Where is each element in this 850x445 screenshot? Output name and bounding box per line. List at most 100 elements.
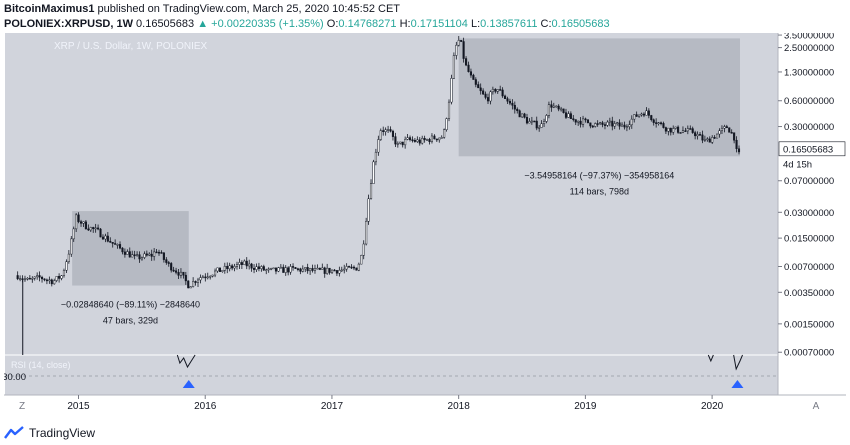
candle-body bbox=[77, 214, 80, 222]
last-price-marker bbox=[778, 141, 846, 157]
y-tick-label: 2.50000000 bbox=[784, 43, 834, 54]
candle-body bbox=[87, 228, 90, 231]
published-text: published on TradingView.com, March 25, … bbox=[94, 3, 401, 15]
candle-body bbox=[48, 279, 51, 282]
candle-body bbox=[296, 268, 299, 270]
candle-body bbox=[209, 275, 212, 278]
author-name[interactable]: BitcoinMaximus1 bbox=[4, 3, 95, 15]
rsi-line-segment bbox=[176, 354, 196, 369]
candle-body bbox=[238, 262, 241, 265]
candle-body bbox=[399, 141, 402, 144]
candle-body bbox=[550, 104, 553, 108]
candle-body bbox=[199, 277, 202, 281]
candle-body bbox=[484, 93, 487, 98]
candle-body bbox=[211, 274, 214, 277]
rsi-oversold-marker-1 bbox=[182, 380, 195, 388]
candle-body bbox=[716, 133, 719, 139]
candle-body bbox=[104, 235, 107, 240]
candle-body bbox=[552, 105, 555, 108]
candle-body bbox=[418, 139, 421, 144]
candle-body bbox=[584, 118, 587, 121]
candle-body bbox=[187, 280, 190, 289]
range-label-1: −0.02848640 (−89.11%) −2848640 bbox=[61, 300, 200, 310]
candle-body bbox=[116, 244, 119, 246]
candle-body bbox=[84, 221, 87, 230]
chart-watermark: XRP / U.S. Dollar, 1W, POLONIEX bbox=[54, 41, 208, 52]
candle-body bbox=[723, 126, 726, 129]
candle-body bbox=[479, 87, 482, 92]
candle-body bbox=[33, 276, 36, 279]
candle-body bbox=[304, 267, 307, 270]
candle-body bbox=[340, 269, 343, 272]
candle-body bbox=[226, 265, 229, 270]
candle-body bbox=[311, 268, 314, 271]
candle-body bbox=[511, 102, 514, 106]
candle-body bbox=[106, 235, 109, 242]
candle-body bbox=[206, 276, 209, 279]
candle-body bbox=[628, 124, 631, 127]
candle-body bbox=[111, 242, 114, 244]
candle-body bbox=[428, 139, 431, 142]
candle-body bbox=[569, 113, 572, 119]
candle-body bbox=[155, 251, 158, 254]
candle-body bbox=[547, 104, 550, 116]
candle-body bbox=[728, 127, 731, 133]
candle-body bbox=[348, 266, 351, 268]
ohlc-line: POLONIEX:XRPUSD, 1W 0.16505683 ▲ +0.0022… bbox=[4, 17, 846, 32]
candle-body bbox=[494, 88, 497, 92]
candle-body bbox=[404, 139, 407, 146]
candle-body bbox=[253, 267, 256, 270]
footer-brand[interactable]: TradingView bbox=[29, 426, 96, 440]
candle-body bbox=[455, 44, 458, 56]
rsi-pane-bg bbox=[5, 355, 778, 395]
candle-body bbox=[333, 269, 336, 272]
candle-body bbox=[109, 241, 112, 243]
candle-body bbox=[718, 130, 721, 135]
candle-body bbox=[516, 108, 519, 111]
candle-body bbox=[379, 130, 382, 140]
candle-body bbox=[426, 139, 429, 141]
candle-body bbox=[630, 118, 633, 126]
candle-body bbox=[606, 121, 609, 126]
candle-body bbox=[650, 115, 653, 120]
candle-body bbox=[287, 267, 290, 273]
candle-body bbox=[165, 259, 168, 263]
candle-body bbox=[384, 129, 387, 132]
candle-body bbox=[245, 260, 248, 267]
candle-body bbox=[633, 114, 636, 120]
candle-body bbox=[250, 263, 253, 269]
candle-body bbox=[396, 143, 399, 145]
candle-body bbox=[265, 269, 268, 272]
candle-body bbox=[389, 129, 392, 132]
price-chart[interactable]: XRP / U.S. Dollar, 1W, POLONIEX −0.028486… bbox=[4, 33, 846, 415]
countdown-bg bbox=[779, 156, 819, 171]
candle-body bbox=[231, 265, 234, 269]
candle-body bbox=[243, 260, 246, 265]
candle-body bbox=[118, 244, 122, 249]
candle-body bbox=[43, 278, 46, 281]
close-value: 0.16505683 bbox=[551, 18, 610, 30]
close-label: C: bbox=[540, 18, 552, 30]
candle-body bbox=[411, 139, 414, 141]
candle-body bbox=[586, 119, 589, 124]
candle-body bbox=[574, 119, 577, 123]
high-label: H: bbox=[399, 18, 411, 30]
candle-body bbox=[82, 221, 85, 224]
candle-body bbox=[518, 110, 521, 118]
candle-body bbox=[201, 276, 204, 279]
candle-body bbox=[616, 122, 619, 124]
candle-body bbox=[474, 79, 477, 85]
candle-body bbox=[659, 122, 663, 124]
candle-body bbox=[640, 113, 643, 116]
candle-body bbox=[114, 243, 117, 245]
candle-body bbox=[89, 227, 92, 231]
candle-body bbox=[62, 270, 66, 276]
candle-body bbox=[408, 137, 412, 140]
candle-body bbox=[657, 122, 660, 124]
rsi-level-label: 30.00 bbox=[4, 372, 26, 383]
candle-body bbox=[204, 276, 207, 279]
candle-body bbox=[450, 78, 453, 103]
candle-body bbox=[277, 267, 280, 272]
candle-body bbox=[706, 138, 709, 141]
candle-body bbox=[486, 97, 490, 102]
